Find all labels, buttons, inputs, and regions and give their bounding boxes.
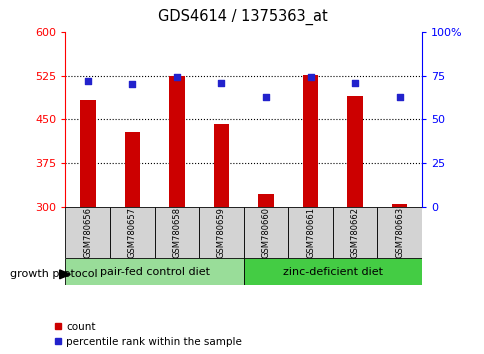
Text: growth protocol: growth protocol xyxy=(10,269,97,279)
Bar xyxy=(65,207,110,258)
Bar xyxy=(377,207,421,258)
Bar xyxy=(199,207,243,258)
Text: GSM780661: GSM780661 xyxy=(305,207,315,258)
Bar xyxy=(332,207,377,258)
Text: zinc-deficient diet: zinc-deficient diet xyxy=(282,267,382,277)
Text: GDS4614 / 1375363_at: GDS4614 / 1375363_at xyxy=(157,9,327,25)
Bar xyxy=(110,207,154,258)
Text: GSM780657: GSM780657 xyxy=(128,207,136,258)
Bar xyxy=(213,124,229,207)
Text: GSM780660: GSM780660 xyxy=(261,207,270,258)
Point xyxy=(217,80,225,86)
Point xyxy=(261,94,269,99)
Text: GSM780658: GSM780658 xyxy=(172,207,181,258)
Point xyxy=(306,75,314,80)
Legend: count, percentile rank within the sample: count, percentile rank within the sample xyxy=(54,322,242,347)
Bar xyxy=(302,75,318,207)
Bar xyxy=(80,100,95,207)
Bar xyxy=(169,76,184,207)
Bar xyxy=(257,194,273,207)
Point xyxy=(173,75,181,80)
Bar xyxy=(287,207,332,258)
Text: pair-fed control diet: pair-fed control diet xyxy=(99,267,209,277)
Text: GSM780656: GSM780656 xyxy=(83,207,92,258)
Point xyxy=(395,94,403,99)
Text: GSM780662: GSM780662 xyxy=(350,207,359,258)
Text: GSM780659: GSM780659 xyxy=(216,207,226,258)
Polygon shape xyxy=(60,270,70,279)
Point xyxy=(84,78,91,84)
Point xyxy=(350,80,358,86)
Text: GSM780663: GSM780663 xyxy=(394,207,403,258)
Bar xyxy=(243,207,287,258)
Bar xyxy=(154,207,199,258)
Bar xyxy=(391,204,407,207)
Bar xyxy=(347,96,362,207)
Point xyxy=(128,81,136,87)
Bar xyxy=(65,258,243,285)
Bar xyxy=(124,132,140,207)
Bar xyxy=(243,258,421,285)
